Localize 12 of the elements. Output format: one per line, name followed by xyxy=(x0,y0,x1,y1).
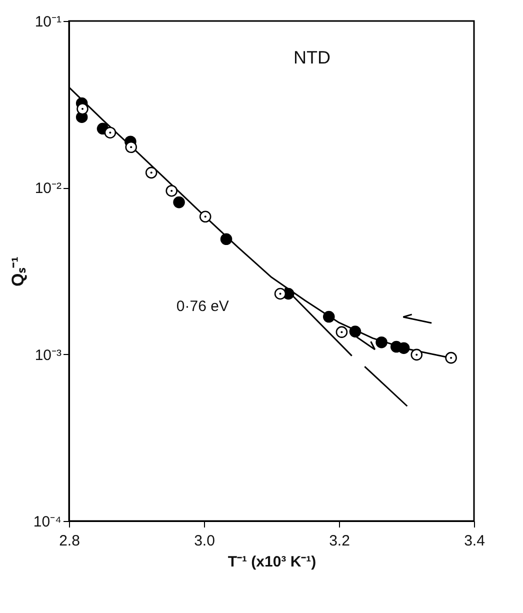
y-tick-label: 10⁻³ xyxy=(34,346,62,364)
annotation: NTD xyxy=(294,48,330,68)
y-tick-label: 10⁻⁴ xyxy=(33,514,62,530)
x-tick-label: 3.0 xyxy=(194,532,215,550)
x-tick-label: 3.2 xyxy=(329,532,350,550)
x-tick-label: 2.8 xyxy=(59,532,80,550)
y-axis-title: Qₛ⁻¹ xyxy=(8,256,28,286)
x-axis-title: T⁻¹ (x10³ K⁻¹) xyxy=(228,554,316,570)
x-tick-label: 3.4 xyxy=(464,532,485,550)
y-tick-label: 10⁻¹ xyxy=(34,14,62,30)
annotation: 0·76 eV xyxy=(176,298,229,315)
y-tick-label: 10⁻² xyxy=(34,180,62,198)
